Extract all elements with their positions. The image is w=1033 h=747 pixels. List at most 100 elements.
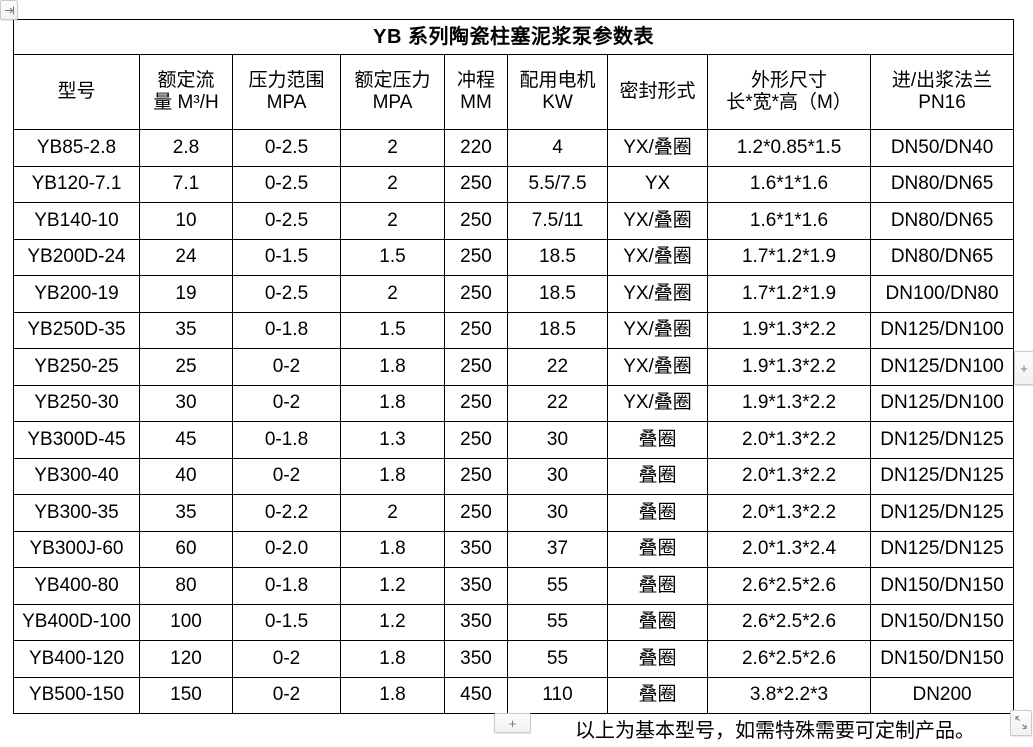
table-cell: 叠圈 <box>607 640 708 678</box>
table-cell: 1.9*1.3*2.2 <box>707 311 871 349</box>
table-row: YB300J-60 60 0-2.0 1.8 350 37 叠圈 2.0*1.3*2.4 DN1… <box>13 530 1015 568</box>
table-cell: 1.8 <box>340 384 445 422</box>
table-row: YB300-40 40 0-2 1.8 250 30 叠圈 2.0*1.3*2.2 DN125/… <box>13 457 1015 495</box>
cell-model: YB200-19 <box>13 275 140 313</box>
table-cell: 0-2.5 <box>232 165 341 203</box>
table-row: YB140-10 10 0-2.5 2 250 7.5/11 YX/叠圈 1.6*1*1.6 D… <box>13 202 1015 240</box>
table-cell: 250 <box>444 348 508 386</box>
table-cell: DN80/DN65 <box>869 202 1015 240</box>
table-cell: 1.8 <box>340 640 445 678</box>
table-cell: YX/叠圈 <box>607 348 708 386</box>
table-cell: 2.6*2.5*2.6 <box>707 640 871 678</box>
table-row: YB400-80 80 0-1.8 1.2 350 55 叠圈 2.6*2.5*2.6 DN15… <box>13 567 1015 605</box>
cell-model: YB400-120 <box>13 640 140 678</box>
table-cell: 25 <box>139 348 233 386</box>
table-cell: 350 <box>444 530 508 568</box>
table-cell: 0-1.5 <box>232 603 341 641</box>
table-cell: 叠圈 <box>607 494 708 532</box>
table-row: YB200-19 19 0-2.5 2 250 18.5 YX/叠圈 1.7*1.2*1.9 D… <box>13 275 1015 313</box>
table-cell: DN150/DN150 <box>869 640 1015 678</box>
add-column-button[interactable]: + <box>1014 351 1033 385</box>
header-line-1: 密封形式 <box>619 81 696 103</box>
table-title-row: YB 系列陶瓷柱塞泥浆泵参数表 <box>12 19 1015 55</box>
table-cell: 0-2.5 <box>232 202 341 240</box>
table-header-cell-6: 密封形式 <box>607 54 708 130</box>
table-row: YB250-30 30 0-2 1.8 250 22 YX/叠圈 1.9*1.3*2.2 DN1… <box>13 384 1015 422</box>
table-cell: 1.8 <box>340 530 445 568</box>
table-cell: DN125/DN125 <box>869 494 1015 532</box>
cell-model: YB250D-35 <box>13 311 140 349</box>
header-line-1: 进/出浆法兰 <box>891 70 993 92</box>
table-cell: DN100/DN80 <box>869 275 1015 313</box>
table-cell: YX/叠圈 <box>607 129 708 167</box>
table-cell: 35 <box>139 311 233 349</box>
table-cell: 2.6*2.5*2.6 <box>707 603 871 641</box>
table-row: YB120-7.1 7.1 0-2.5 2 250 5.5/7.5 YX 1.6*1*1.6 D… <box>13 165 1015 203</box>
table-cell: 2.0*1.3*2.2 <box>707 457 871 495</box>
cell-model: YB140-10 <box>13 202 140 240</box>
table-cell: 1.9*1.3*2.2 <box>707 384 871 422</box>
cell-model: YB120-7.1 <box>13 165 140 203</box>
table-cell: 30 <box>507 494 608 532</box>
table-cell: 250 <box>444 165 508 203</box>
table-header-cell-0: 型号 <box>13 54 140 130</box>
table-cell: 150 <box>139 676 233 714</box>
header-line-1: 额定压力 <box>354 70 431 92</box>
table-cell: 60 <box>139 530 233 568</box>
table-cell: 1.8 <box>340 348 445 386</box>
table-cell: DN50/DN40 <box>869 129 1015 167</box>
table-row: YB400-120 120 0-2 1.8 350 55 叠圈 2.6*2.5*2.6 DN15… <box>13 640 1015 678</box>
table-cell: 220 <box>444 129 508 167</box>
table-cell: DN200 <box>869 676 1015 714</box>
table-cell: 0-2 <box>232 457 341 495</box>
table-cell: 2.6*2.5*2.6 <box>707 567 871 605</box>
table-row: YB250D-35 35 0-1.8 1.5 250 18.5 YX/叠圈 1.9*1.3*2… <box>13 311 1015 349</box>
header-line-1: 型号 <box>57 81 96 103</box>
table-cell: DN125/DN100 <box>869 348 1015 386</box>
header-line-2: MPA <box>266 92 307 113</box>
table-cell: 0-1.8 <box>232 567 341 605</box>
table-row: YB300D-45 45 0-1.8 1.3 250 30 叠圈 2.0*1.3*2.2 DN1… <box>13 421 1015 459</box>
table-cell: 250 <box>444 202 508 240</box>
cell-model: YB300-35 <box>13 494 140 532</box>
table-cell: 350 <box>444 603 508 641</box>
table-cell: 0-1.8 <box>232 311 341 349</box>
table-cell: 1.9*1.3*2.2 <box>707 348 871 386</box>
table-cell: YX/叠圈 <box>607 202 708 240</box>
table-cell: 19 <box>139 275 233 313</box>
table-cell: 1.5 <box>340 238 445 276</box>
table-cell: 0-1.8 <box>232 421 341 459</box>
table-header-cell-3: 额定压力 MPA <box>340 54 445 130</box>
table-title: YB 系列陶瓷柱塞泥浆泵参数表 <box>12 19 1015 55</box>
table-cell: 叠圈 <box>607 567 708 605</box>
table-header-cell-1: 额定流量 M³/H <box>139 54 233 130</box>
cell-model: YB400D-100 <box>13 603 140 641</box>
table-cell: 7.1 <box>139 165 233 203</box>
header-line-2: 量 M³/H <box>153 92 219 113</box>
table-cell: 30 <box>139 384 233 422</box>
table-cell: 2.0*1.3*2.2 <box>707 494 871 532</box>
table-cell: 1.7*1.2*1.9 <box>707 238 871 276</box>
parameter-table: YB 系列陶瓷柱塞泥浆泵参数表 型号 额定流量 M³/H 压力范围 MPA 额定压力 MP… <box>12 19 1015 714</box>
table-cell: YX/叠圈 <box>607 238 708 276</box>
add-row-button[interactable]: + <box>494 713 531 733</box>
table-cell: 350 <box>444 640 508 678</box>
cell-model: YB400-80 <box>13 567 140 605</box>
table-row: YB200D-24 24 0-1.5 1.5 250 18.5 YX/叠圈 1.7*1.2*1… <box>13 238 1015 276</box>
table-cell: 1.8 <box>340 457 445 495</box>
table-cell: 110 <box>507 676 608 714</box>
table-cell: 2 <box>340 494 445 532</box>
table-cell: 45 <box>139 421 233 459</box>
cell-model: YB500-150 <box>13 676 140 714</box>
resize-handle-icon[interactable] <box>1010 710 1032 736</box>
table-cell: 18.5 <box>507 238 608 276</box>
table-header-cell-2: 压力范围 MPA <box>232 54 341 130</box>
cell-model: YB300D-45 <box>13 421 140 459</box>
table-cell: 100 <box>139 603 233 641</box>
cell-model: YB200D-24 <box>13 238 140 276</box>
header-line-1: 额定流 <box>157 70 215 92</box>
expand-left-handle-icon[interactable] <box>0 0 18 20</box>
table-cell: 22 <box>507 384 608 422</box>
table-cell: 2 <box>340 202 445 240</box>
table-cell: 250 <box>444 494 508 532</box>
